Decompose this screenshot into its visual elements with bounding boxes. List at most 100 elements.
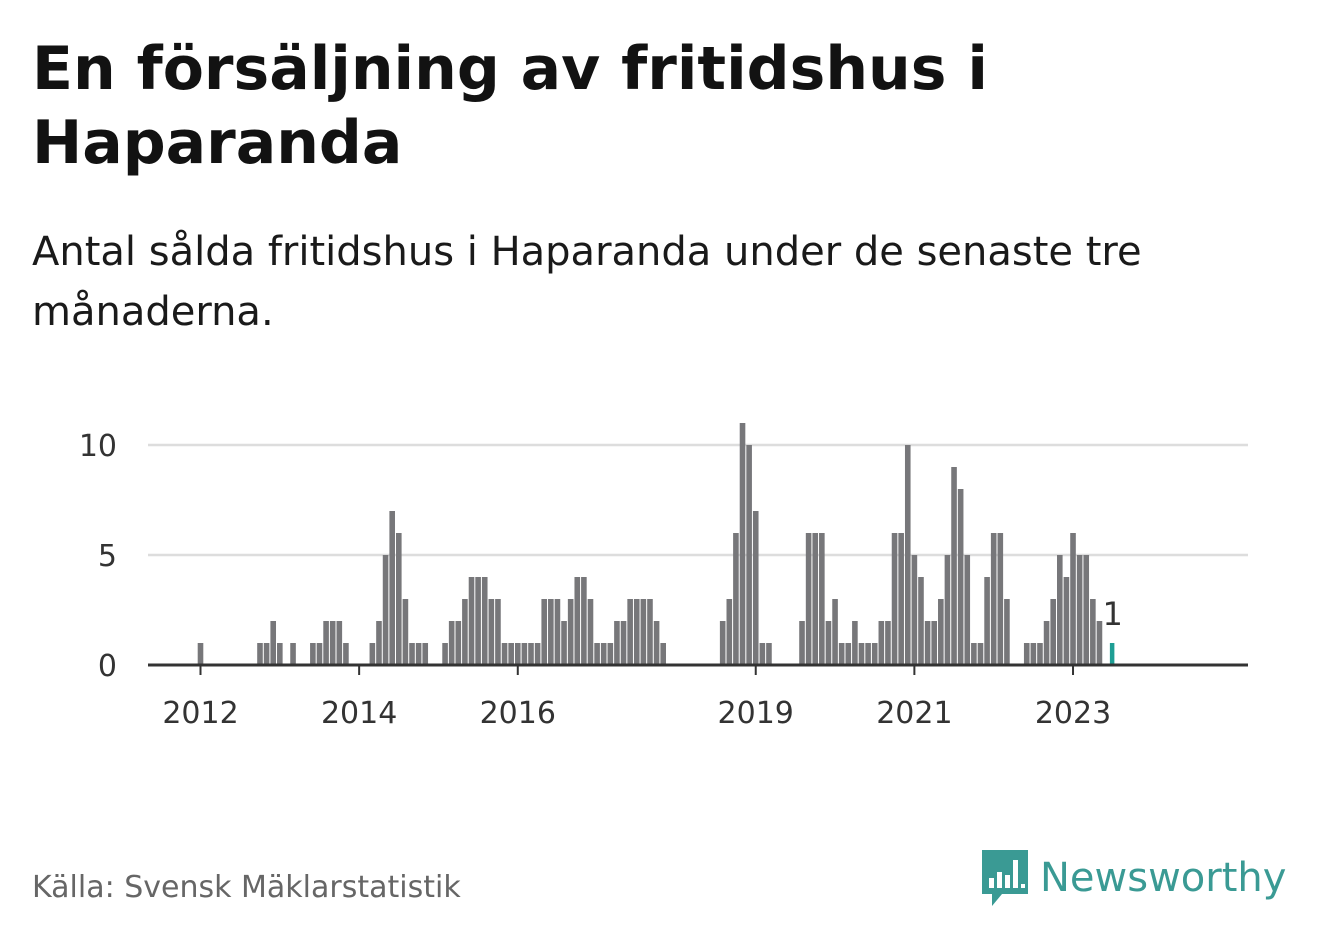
bar [825, 621, 832, 665]
bar [270, 621, 277, 665]
bar [475, 577, 481, 665]
bar [660, 643, 666, 665]
bar [719, 621, 726, 665]
bar [726, 599, 733, 665]
bar [369, 643, 376, 665]
bar [528, 643, 534, 665]
data-labels: 1 [1103, 595, 1123, 633]
bar [316, 643, 323, 665]
highlight-value-label: 1 [1103, 595, 1123, 633]
bar [898, 533, 904, 665]
bar [409, 643, 415, 665]
x-tick-label: 2021 [876, 696, 952, 731]
bar [805, 533, 812, 665]
newsworthy-logo-icon [982, 850, 1028, 906]
bar [984, 577, 990, 665]
bars [148, 423, 1248, 667]
bar [633, 599, 640, 665]
bar [885, 621, 891, 665]
bar [462, 599, 468, 665]
y-tick-label: 0 [98, 649, 117, 684]
bar-highlight [1109, 643, 1115, 665]
bar [382, 555, 389, 665]
bar [620, 621, 627, 665]
bar [1004, 599, 1010, 665]
bar [858, 643, 865, 665]
bar [614, 621, 620, 665]
bar [640, 599, 647, 665]
bar [508, 643, 514, 665]
bar [1023, 643, 1030, 665]
bar [574, 577, 581, 665]
bar [290, 643, 296, 665]
bar [752, 511, 759, 665]
bar [1096, 621, 1103, 665]
bar [990, 533, 997, 665]
bar [904, 445, 911, 665]
bar [323, 621, 329, 665]
y-tick-label: 10 [79, 429, 117, 464]
x-tick-label: 2014 [321, 696, 397, 731]
bar [581, 577, 587, 665]
bar [931, 621, 938, 665]
bar [766, 643, 772, 665]
bar [1070, 533, 1076, 665]
bar [263, 643, 270, 665]
bar [971, 643, 977, 665]
bar [819, 533, 825, 665]
bar [1083, 555, 1090, 665]
bar [495, 599, 501, 665]
bar [607, 643, 614, 665]
source-credit: Källa: Svensk Mäklarstatistik [32, 870, 461, 905]
bar [481, 577, 488, 665]
bar [627, 599, 633, 665]
chart-title: En försäljning av fritidshus i Haparanda [32, 34, 988, 178]
bar [871, 643, 878, 665]
bar [944, 555, 951, 665]
bar [957, 489, 964, 665]
bar [1030, 643, 1037, 665]
bar-chart: 0 5 10 2012 2014 2016 2019 2021 2023 1 [79, 423, 1248, 731]
bar [812, 533, 819, 665]
bar [554, 599, 561, 665]
bar [521, 643, 528, 665]
bar [964, 555, 971, 665]
bar [878, 621, 885, 665]
bar [448, 621, 455, 665]
bar [534, 643, 541, 665]
bar [343, 643, 349, 665]
y-axis-ticks: 0 5 10 [79, 429, 117, 684]
bar [733, 533, 739, 665]
bar [1063, 577, 1070, 665]
x-axis-ticks: 2012 2014 2016 2019 2021 2023 [162, 665, 1111, 731]
x-tick-label: 2019 [718, 696, 794, 731]
bar [422, 643, 429, 665]
x-tick-label: 2016 [480, 696, 556, 731]
bar [1037, 643, 1043, 665]
bar [514, 643, 521, 665]
bar [455, 621, 462, 665]
bar [548, 599, 554, 665]
bar [746, 445, 752, 665]
bar [396, 533, 402, 665]
bar [1043, 621, 1050, 665]
bar [832, 599, 838, 665]
bar [924, 621, 931, 665]
bar [197, 643, 204, 665]
x-tick-label: 2012 [162, 696, 238, 731]
bar [501, 643, 508, 665]
bar [865, 643, 871, 665]
bar [653, 621, 660, 665]
bar [442, 643, 448, 665]
y-tick-label: 5 [98, 539, 117, 574]
bar [310, 643, 316, 665]
bar [415, 643, 422, 665]
bar [561, 621, 567, 665]
bar [541, 599, 548, 665]
bar [1076, 555, 1083, 665]
bar [402, 599, 409, 665]
bar [852, 621, 858, 665]
bar [799, 621, 805, 665]
bar [838, 643, 845, 665]
bar [739, 423, 746, 665]
